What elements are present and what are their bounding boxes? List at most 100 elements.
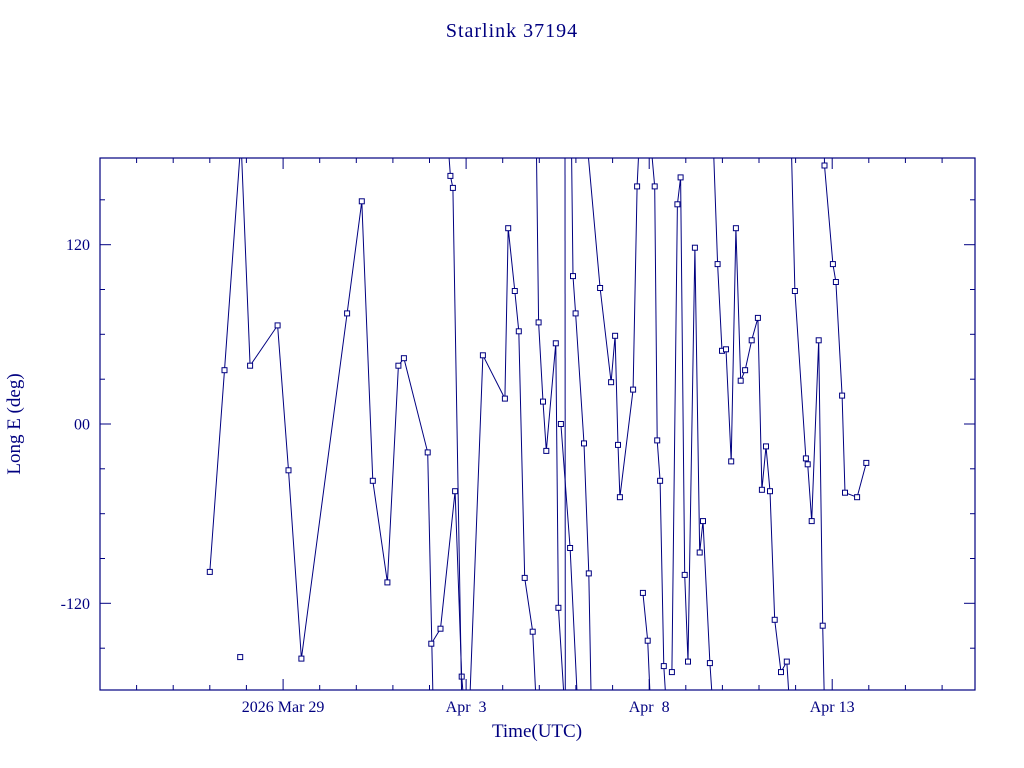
data-marker bbox=[791, 288, 798, 294]
data-marker bbox=[285, 467, 292, 474]
y-tick-label: 00 bbox=[74, 417, 90, 434]
data-marker bbox=[668, 669, 675, 676]
data-marker bbox=[615, 441, 621, 448]
data-marker bbox=[540, 398, 546, 405]
series-segment bbox=[642, 592, 651, 690]
series-segment bbox=[671, 177, 713, 690]
data-marker bbox=[424, 449, 431, 456]
data-marker bbox=[555, 604, 562, 611]
data-marker bbox=[298, 655, 305, 662]
y-axis-label: Long E (deg) bbox=[4, 373, 25, 474]
data-marker bbox=[543, 447, 550, 454]
data-marker bbox=[723, 346, 729, 353]
data-marker bbox=[639, 589, 646, 596]
data-marker bbox=[206, 568, 213, 575]
data-marker bbox=[570, 273, 576, 280]
series-segment bbox=[713, 158, 790, 690]
data-marker bbox=[787, 705, 792, 710]
data-marker bbox=[445, 138, 450, 143]
data-marker bbox=[804, 461, 811, 468]
data-marker bbox=[648, 138, 653, 143]
data-marker bbox=[608, 379, 615, 386]
data-marker bbox=[696, 549, 703, 556]
data-marker bbox=[644, 637, 651, 644]
data-marker bbox=[237, 654, 244, 661]
y-tick-label: -120 bbox=[61, 596, 90, 613]
series-segment bbox=[791, 158, 825, 690]
data-marker bbox=[552, 340, 559, 347]
data-marker bbox=[395, 362, 402, 369]
series-segment bbox=[448, 158, 463, 690]
data-marker bbox=[728, 458, 735, 465]
series-segment bbox=[209, 158, 434, 690]
data-marker bbox=[400, 355, 407, 362]
data-marker bbox=[452, 488, 459, 495]
data-marker bbox=[637, 138, 642, 143]
data-series-layer bbox=[206, 138, 870, 710]
data-marker bbox=[534, 698, 539, 703]
data-marker bbox=[581, 440, 587, 447]
data-marker bbox=[821, 162, 828, 169]
data-marker bbox=[505, 225, 512, 232]
data-marker bbox=[742, 367, 749, 374]
data-marker bbox=[239, 138, 244, 143]
data-marker bbox=[706, 660, 713, 667]
data-marker bbox=[630, 386, 637, 393]
x-tick-label: Apr 8 bbox=[629, 699, 670, 716]
data-marker bbox=[737, 377, 744, 384]
series-segment bbox=[571, 158, 592, 690]
data-marker bbox=[221, 367, 228, 374]
data-marker bbox=[660, 663, 667, 670]
data-marker bbox=[535, 319, 542, 326]
data-marker bbox=[815, 337, 822, 344]
data-marker bbox=[700, 518, 706, 525]
series-segment bbox=[823, 158, 867, 498]
data-marker bbox=[612, 332, 619, 339]
data-marker bbox=[437, 625, 444, 632]
data-marker bbox=[778, 669, 784, 676]
data-marker bbox=[711, 138, 716, 143]
y-tick-label: 120 bbox=[66, 237, 90, 254]
axes-layer: 2026 Mar 29 Apr 3 Apr 8 Apr 13 120 00 -120 bbox=[61, 157, 976, 716]
data-marker bbox=[657, 477, 664, 484]
x-tick-label: Apr 13 bbox=[810, 699, 855, 716]
data-marker bbox=[431, 705, 436, 710]
data-marker bbox=[681, 571, 688, 578]
series-segment bbox=[651, 158, 666, 690]
series-segment bbox=[469, 228, 536, 690]
data-marker bbox=[584, 138, 589, 143]
series-segment bbox=[560, 423, 578, 690]
data-marker bbox=[557, 421, 564, 427]
data-marker bbox=[563, 705, 568, 710]
data-marker bbox=[511, 288, 518, 294]
data-marker bbox=[501, 395, 508, 402]
data-marker bbox=[674, 201, 681, 208]
series-segment bbox=[587, 158, 639, 498]
data-marker bbox=[534, 145, 539, 150]
data-marker bbox=[754, 314, 761, 321]
data-marker bbox=[654, 437, 661, 444]
data-marker bbox=[447, 172, 454, 179]
data-marker bbox=[819, 622, 826, 629]
data-marker bbox=[691, 244, 698, 251]
data-marker bbox=[569, 145, 574, 150]
data-marker bbox=[529, 628, 536, 635]
data-marker bbox=[563, 138, 568, 143]
data-marker bbox=[783, 658, 790, 665]
data-marker bbox=[616, 494, 623, 501]
data-marker bbox=[863, 459, 870, 466]
data-marker bbox=[597, 285, 604, 291]
data-marker bbox=[748, 337, 755, 344]
x-axis-label: Time(UTC) bbox=[492, 721, 582, 742]
data-marker bbox=[274, 322, 281, 329]
data-marker bbox=[589, 705, 594, 710]
data-marker bbox=[651, 183, 658, 190]
data-marker bbox=[449, 184, 456, 191]
data-marker bbox=[822, 138, 827, 143]
data-marker bbox=[677, 174, 684, 181]
data-marker bbox=[521, 574, 528, 581]
data-marker bbox=[567, 545, 574, 551]
data-marker bbox=[771, 616, 778, 623]
